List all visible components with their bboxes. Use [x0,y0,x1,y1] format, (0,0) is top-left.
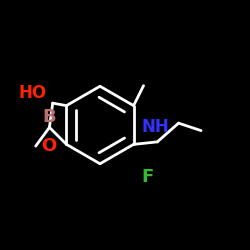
Text: HO: HO [18,84,46,102]
Text: NH: NH [141,118,169,136]
Text: B: B [42,108,56,126]
Text: O: O [41,137,56,155]
Text: F: F [142,168,154,186]
